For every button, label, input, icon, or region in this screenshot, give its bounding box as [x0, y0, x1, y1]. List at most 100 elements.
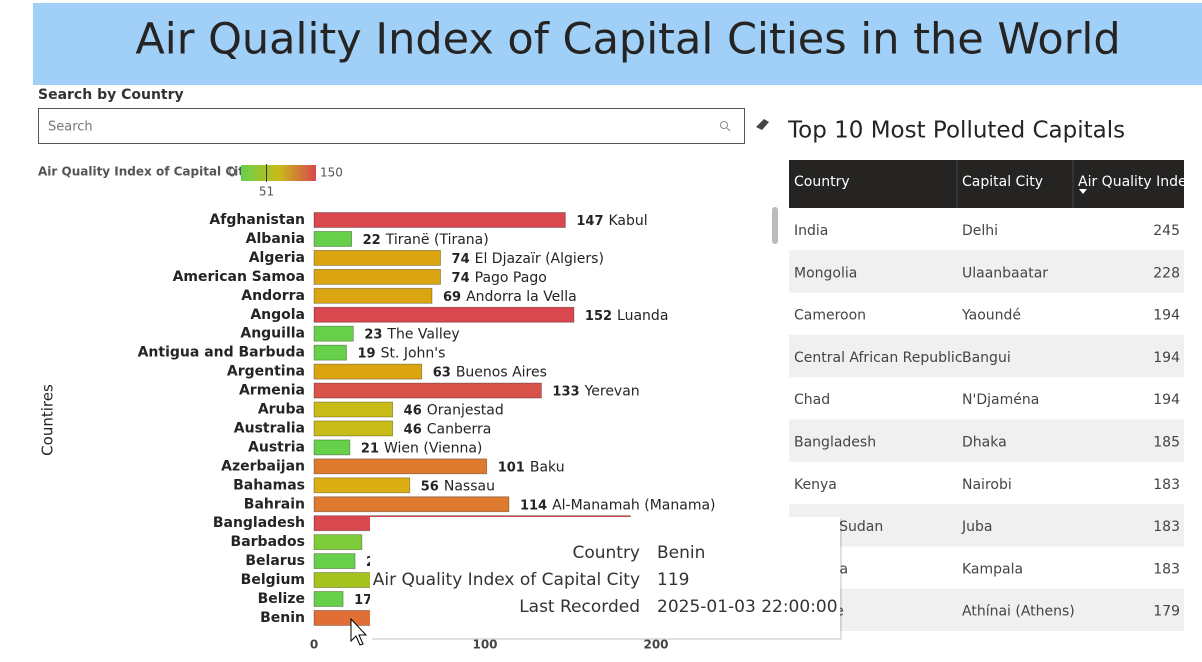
- value-label: 133: [552, 384, 579, 399]
- bar-label: 17: [354, 593, 372, 608]
- table-cell: Mongolia: [794, 265, 857, 281]
- table-cell: N'Djaména: [962, 392, 1039, 408]
- bar-label: 63 Buenos Aires: [433, 365, 547, 381]
- bar[interactable]: [313, 534, 363, 551]
- value-label: 63: [433, 365, 451, 380]
- category-label: Aruba: [258, 402, 305, 418]
- bar[interactable]: [313, 287, 433, 304]
- header-banner: [33, 3, 1202, 85]
- bar-label: 19 St. John's: [357, 346, 445, 362]
- category-label: Algeria: [249, 250, 305, 266]
- search-icon: [720, 121, 728, 129]
- bar[interactable]: [313, 420, 394, 437]
- city-label: Pago Pago: [475, 270, 547, 286]
- x-tick-label: 0: [310, 638, 318, 652]
- bar[interactable]: [313, 268, 441, 285]
- bar[interactable]: [313, 249, 441, 266]
- table-cell: Bangui: [962, 350, 1011, 366]
- category-label: Bahamas: [233, 477, 305, 493]
- table-cell: 183: [1153, 561, 1180, 577]
- category-label: Barbados: [231, 534, 305, 550]
- tooltip-value: 119: [657, 570, 689, 590]
- bar[interactable]: [313, 344, 347, 361]
- city-label: Kabul: [609, 213, 648, 229]
- legend-title: Air Quality Index of Capital City: [38, 165, 252, 179]
- city-label: Yerevan: [584, 384, 640, 400]
- city-label: Luanda: [617, 308, 668, 324]
- column-header[interactable]: Country: [794, 174, 850, 190]
- category-label: Afghanistan: [209, 212, 305, 228]
- table-cell: 179: [1153, 604, 1180, 620]
- bar[interactable]: [313, 591, 344, 607]
- legend-mid: 51: [259, 185, 274, 199]
- search-input[interactable]: [38, 108, 745, 144]
- category-label: Belarus: [245, 553, 305, 569]
- value-label: 147: [576, 214, 603, 229]
- table-cell: India: [794, 223, 828, 239]
- bar[interactable]: [313, 212, 566, 228]
- bar[interactable]: [313, 439, 351, 456]
- scrollbar[interactable]: [772, 207, 778, 244]
- table-cell: Central African Republic: [794, 350, 963, 366]
- bar-label: 22 Tiranë (Tirana): [363, 232, 489, 248]
- city-label: Baku: [530, 459, 565, 475]
- value-label: 22: [363, 232, 381, 247]
- value-label: 23: [364, 327, 382, 342]
- sort-arrow: [1079, 189, 1087, 194]
- category-label: Benin: [260, 610, 305, 626]
- table-cell: Juba: [961, 519, 992, 535]
- value-label: 46: [404, 403, 422, 418]
- search-label: Search by Country: [38, 87, 184, 103]
- x-tick-label: 200: [643, 638, 668, 652]
- bar[interactable]: [313, 401, 394, 418]
- value-label: 101: [498, 460, 525, 475]
- bar[interactable]: [313, 306, 575, 323]
- bar[interactable]: [313, 477, 411, 494]
- legend-max: 150: [320, 166, 343, 180]
- bar[interactable]: [313, 458, 488, 475]
- category-label: Belize: [258, 591, 305, 607]
- bar-label: 56 Nassau: [421, 478, 495, 494]
- category-label: Belgium: [241, 572, 305, 588]
- table-cell: Kenya: [794, 477, 837, 493]
- tooltip-value: 2025-01-03 22:00:00: [657, 597, 838, 617]
- bar[interactable]: [313, 382, 542, 399]
- search-box[interactable]: Search: [38, 108, 745, 144]
- table-cell: 228: [1153, 265, 1180, 281]
- bar[interactable]: [313, 231, 353, 247]
- cursor: [350, 617, 368, 646]
- table-cell: 194: [1153, 350, 1180, 366]
- column-header[interactable]: Capital City: [962, 174, 1043, 190]
- bar[interactable]: [313, 553, 356, 569]
- category-label: Bangladesh: [213, 515, 305, 531]
- value-label: 69: [443, 289, 461, 304]
- category-label: Bahrain: [244, 496, 305, 512]
- bar[interactable]: [313, 325, 354, 342]
- table-cell: Chad: [794, 392, 830, 408]
- table-cell: Dhaka: [962, 435, 1007, 451]
- bar-label: 101 Baku: [498, 459, 565, 475]
- header-title: Air Quality Index of Capital Cities in t…: [135, 15, 1120, 65]
- value-label: 74: [452, 251, 470, 266]
- column-header[interactable]: Air Quality Index: [1078, 174, 1195, 190]
- value-label: 74: [452, 270, 470, 285]
- city-label: Canberra: [427, 421, 492, 437]
- category-label: Albania: [246, 231, 305, 247]
- table-cell: 245: [1153, 223, 1180, 239]
- eraser-icon[interactable]: [756, 119, 769, 130]
- bar[interactable]: [313, 572, 371, 588]
- city-label: St. John's: [381, 346, 446, 362]
- table-cell: Bangladesh: [794, 435, 876, 451]
- y-axis-title: Countires: [39, 384, 57, 456]
- bar[interactable]: [313, 363, 423, 380]
- city-label: Wien (Vienna): [384, 440, 482, 456]
- table-cell: Kampala: [962, 561, 1023, 577]
- category-label: Argentina: [227, 364, 305, 380]
- table-row-bg: [789, 250, 1184, 293]
- bar-label: 74 El Djazaïr (Algiers): [452, 251, 604, 267]
- bar[interactable]: [313, 496, 510, 513]
- tooltip-label: Last Recorded: [519, 597, 640, 617]
- value-label: 21: [361, 441, 379, 456]
- table-cell: Ulaanbaatar: [962, 265, 1048, 281]
